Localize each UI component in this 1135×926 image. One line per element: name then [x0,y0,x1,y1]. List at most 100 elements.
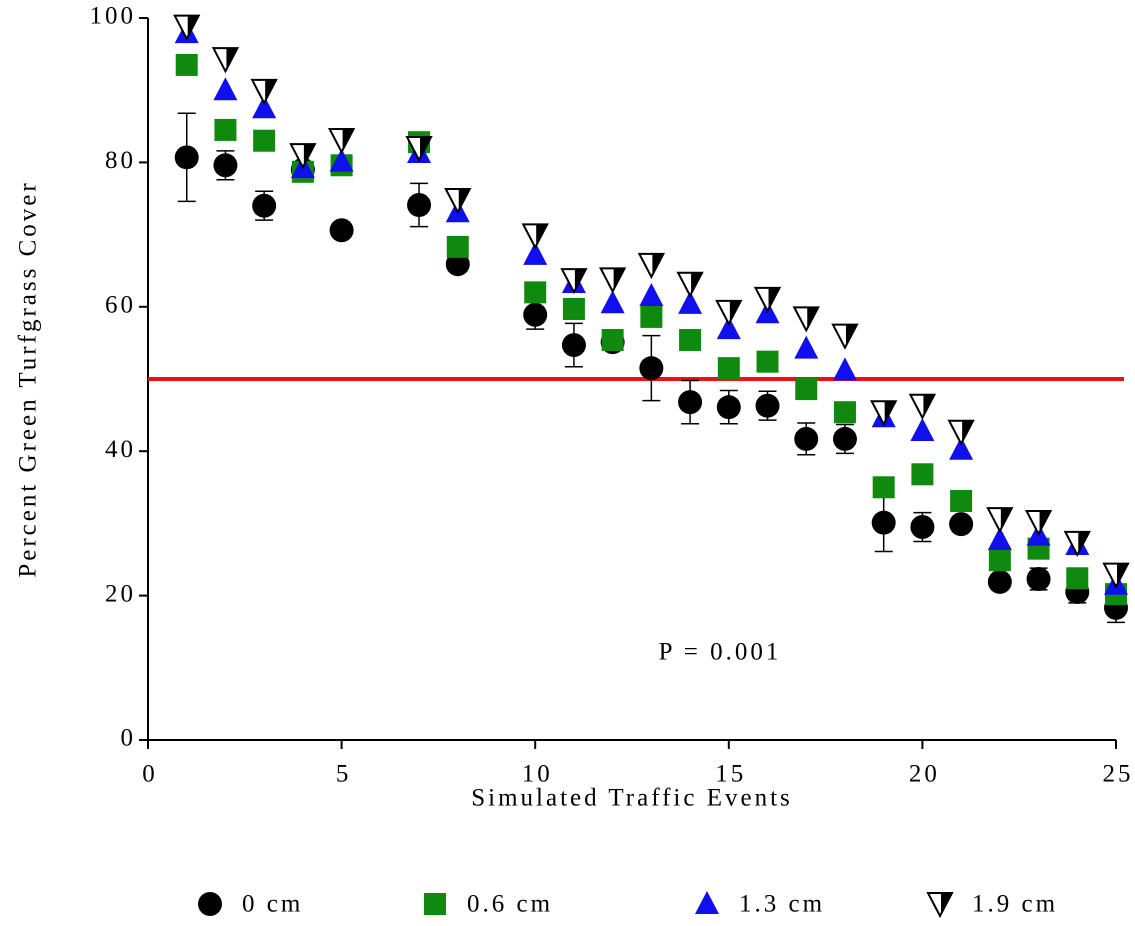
marker-shape [226,48,238,70]
marker-shape [678,390,703,415]
marker-shape [420,136,432,158]
y-tick-label: 20 [105,580,136,607]
marker-shape [1039,510,1051,532]
marker-shape [949,436,974,460]
marker-shape [768,287,780,309]
marker-shape [807,307,819,329]
legend-label: 0 cm [242,891,303,918]
marker [794,426,819,451]
marker-shape [424,893,446,915]
marker-shape [678,290,703,314]
marker-shape [329,218,354,243]
marker-shape [1000,508,1012,530]
marker [639,282,664,306]
marker-shape [600,290,625,314]
marker-shape [639,356,664,381]
marker [524,281,547,304]
marker [870,400,898,427]
marker [252,193,277,218]
marker-shape [691,272,703,294]
marker-shape [755,393,780,418]
marker [831,323,859,350]
marker [679,329,702,352]
marker [213,77,238,101]
marker [1102,562,1130,589]
marker [949,512,974,537]
marker [521,223,549,250]
marker [598,267,627,294]
marker [794,335,819,359]
marker-shape [923,394,935,416]
marker [198,892,222,916]
marker-shape [1078,531,1090,553]
marker-shape [198,892,222,916]
marker [910,515,935,540]
marker-shape [213,77,238,101]
marker [987,569,1012,594]
marker [561,333,586,358]
marker-shape [871,510,896,535]
marker [1024,509,1053,537]
marker-shape [652,253,664,275]
marker [405,135,433,163]
marker [252,95,277,119]
marker [695,891,719,914]
marker-shape [1117,563,1128,585]
marker [911,463,934,486]
marker-shape [613,268,625,290]
marker-shape [795,378,818,401]
marker [833,401,856,424]
marker-shape [941,893,952,914]
marker-shape [833,401,856,424]
marker-shape [716,316,741,340]
marker-shape [832,357,857,381]
marker-shape [524,281,547,304]
marker-shape [562,297,585,320]
y-tick-label: 100 [90,3,137,30]
marker [523,302,548,327]
marker [562,297,585,320]
marker [173,14,201,41]
x-tick-label: 25 [1103,761,1134,788]
marker [560,268,588,295]
marker [1066,567,1089,590]
marker-shape [446,235,469,258]
y-tick-label: 60 [105,292,136,319]
marker [329,148,354,172]
marker-shape [987,569,1012,594]
marker [639,356,664,381]
marker-shape [872,476,895,499]
marker-shape [252,95,277,119]
marker [795,378,818,401]
marker-shape [794,426,819,451]
marker-shape [252,193,277,218]
marker-shape [911,463,934,486]
marker-shape [174,145,199,170]
marker [253,129,276,152]
marker-shape [639,282,664,306]
marker [1026,566,1051,591]
marker-shape [523,241,548,265]
marker-shape [601,329,624,352]
marker-shape [329,148,354,172]
marker [174,145,199,170]
marker-shape [213,153,238,178]
marker-shape [342,129,354,151]
x-tick-label: 10 [522,761,553,788]
marker [444,187,472,215]
marker [329,218,354,243]
marker [716,395,741,420]
marker-shape [729,300,741,322]
marker-shape [1066,567,1089,590]
marker-shape [574,269,586,291]
marker-shape [1026,566,1051,591]
marker [214,118,237,141]
marker [637,252,666,280]
marker-shape [794,335,819,359]
y-axis-label: Percent Green Turfgrass Cover [15,180,42,577]
marker-shape [695,891,719,914]
marker [908,393,937,420]
legend-label: 1.3 cm [739,891,825,918]
marker-shape [640,305,663,328]
